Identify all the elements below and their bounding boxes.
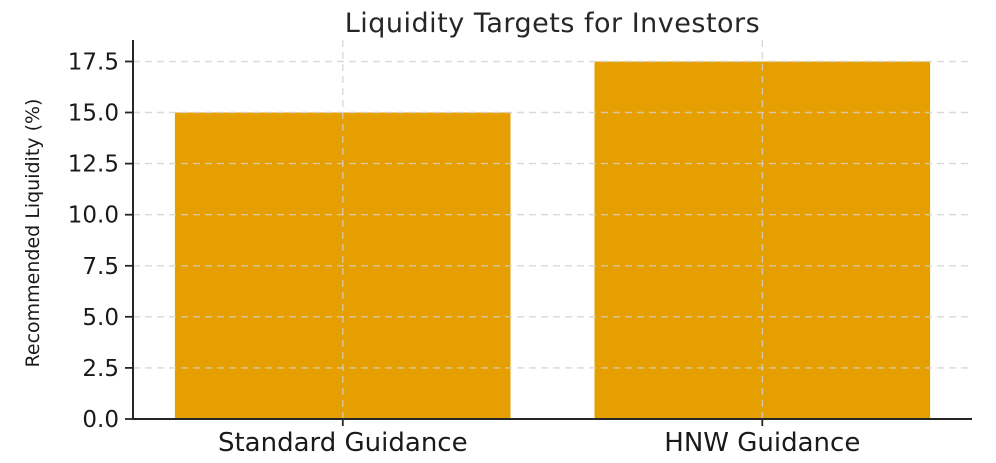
y-tick-label: 5.0: [82, 305, 119, 331]
y-tick-label: 10.0: [68, 203, 119, 229]
y-axis-label: Recommended Liquidity (%): [22, 98, 44, 368]
bar-hnw-guidance: [594, 61, 931, 419]
y-tick-label: 7.5: [82, 254, 119, 280]
x-tick-label: Standard Guidance: [218, 428, 468, 458]
y-tick-label: 2.5: [82, 356, 119, 382]
y-tick-label: 15.0: [68, 101, 119, 127]
x-tick-label: HNW Guidance: [664, 428, 860, 458]
chart-title: Liquidity Targets for Investors: [344, 8, 761, 39]
y-tick-label: 17.5: [68, 50, 119, 76]
y-tick-label: 0.0: [82, 407, 119, 433]
y-tick-label: 12.5: [68, 152, 119, 178]
